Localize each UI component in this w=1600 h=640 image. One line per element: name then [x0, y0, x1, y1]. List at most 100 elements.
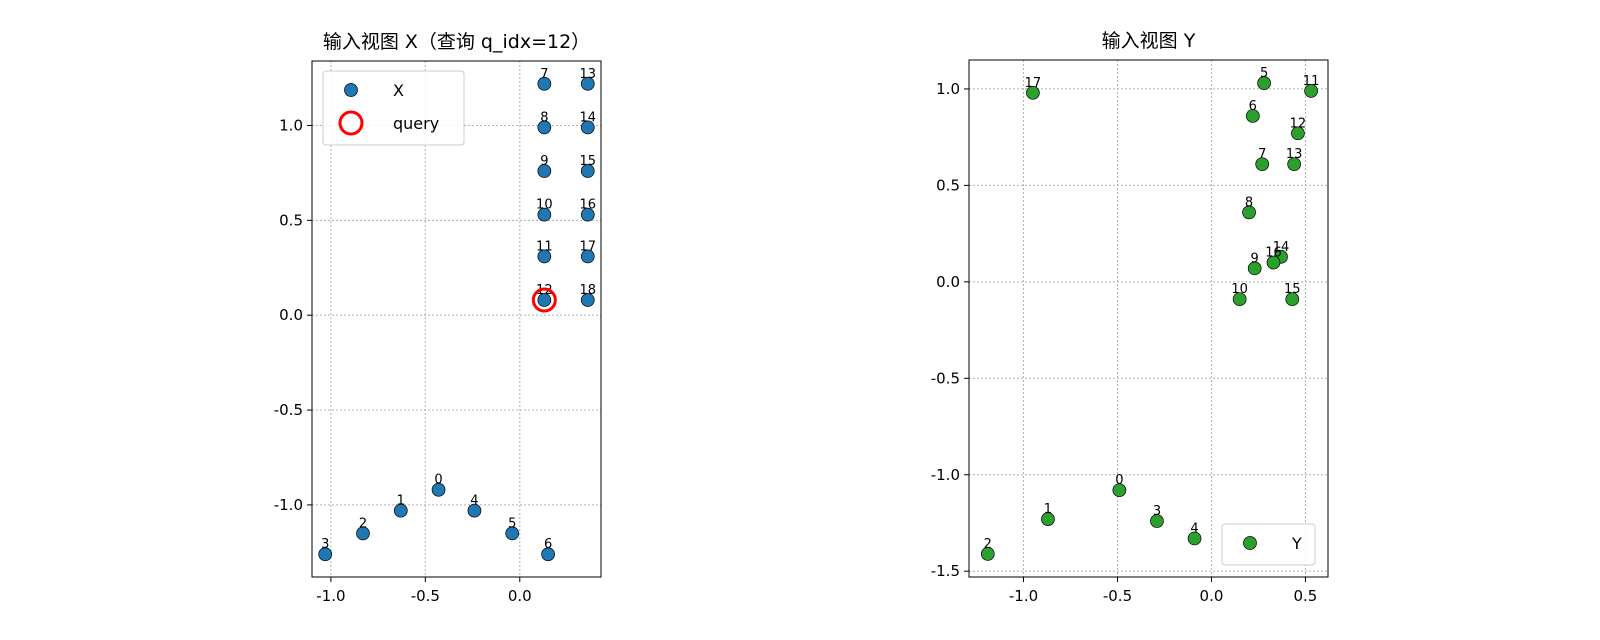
point-label: 7	[540, 67, 548, 82]
point-label: 17	[1025, 76, 1042, 91]
query-marker	[531, 287, 557, 313]
data-point	[431, 482, 446, 497]
y-tick-label: 1.0	[279, 117, 303, 135]
plot-frame	[311, 60, 602, 578]
legend-label: Y	[1291, 534, 1302, 553]
legend-marker-query	[338, 110, 364, 136]
data-point	[1150, 514, 1164, 528]
point-label: 4	[470, 494, 478, 509]
y-tick-label: 0.5	[936, 176, 960, 194]
point-label: 10	[1231, 282, 1248, 297]
data-point	[1291, 126, 1305, 141]
point-label: 0	[1115, 473, 1123, 488]
point-label: 10	[536, 198, 553, 213]
y-tick-label: -0.5	[931, 369, 960, 387]
data-point	[505, 526, 520, 541]
data-point	[467, 503, 482, 518]
x-tick-label: 0.5	[1294, 587, 1318, 605]
x-tick-label: -1.0	[316, 587, 345, 605]
legend: Y	[1221, 523, 1316, 566]
legend-marker	[344, 83, 358, 97]
point-label: 11	[1303, 74, 1320, 89]
data-point	[980, 547, 995, 561]
point-label: 0	[434, 473, 442, 488]
point-label: 13	[580, 67, 597, 82]
point-label: 7	[1258, 147, 1266, 162]
y-tick-label: 0.5	[279, 211, 303, 229]
data-point	[1285, 292, 1300, 307]
point-label: 12	[1290, 116, 1307, 131]
data-point	[1232, 292, 1247, 307]
legend-box	[322, 70, 465, 146]
point-label: 17	[580, 239, 597, 254]
data-point	[1304, 84, 1318, 98]
data-point	[1026, 85, 1040, 100]
point-label: 15	[580, 154, 597, 169]
data-point	[1112, 483, 1127, 498]
point-label: 13	[1286, 147, 1303, 162]
y-tick-label: 1.0	[936, 80, 960, 98]
data-point	[1255, 157, 1270, 172]
data-point	[580, 293, 595, 307]
data-point	[580, 207, 595, 222]
legend-label: query	[393, 114, 439, 133]
point-label: 16	[1265, 246, 1282, 261]
legend-box	[1221, 523, 1316, 566]
y-tick-label: 0.0	[279, 306, 303, 324]
data-point	[580, 120, 595, 135]
x-tick-label: 0.0	[1200, 587, 1224, 605]
y-tick-label: -0.5	[274, 401, 303, 419]
point-label: 18	[580, 283, 597, 298]
y-tick-label: -1.5	[931, 562, 960, 580]
point-label: 2	[359, 516, 367, 531]
data-point	[1187, 531, 1202, 546]
data-point	[537, 120, 552, 135]
point-label: 16	[580, 198, 597, 213]
data-point	[1242, 205, 1256, 220]
y-tick-label: -1.0	[931, 466, 960, 484]
data-point	[537, 76, 552, 91]
point-label: 2	[984, 537, 992, 552]
point-label: 14	[580, 110, 597, 125]
point-label: 4	[1190, 521, 1198, 536]
point-label: 15	[1284, 282, 1301, 297]
chart-view-y: 输入视图 Y -1.0 -0.5 0.0 0.5 -1.5 -1.0 -0.5 0.0 0.5 1.…	[931, 30, 1329, 605]
y-tick-label: -1.0	[274, 496, 303, 514]
point-label: 5	[508, 516, 516, 531]
point-label: 6	[1249, 99, 1257, 114]
data-point	[537, 207, 552, 222]
point-label: 1	[1044, 502, 1052, 517]
data-point	[1266, 255, 1281, 270]
x-tick-label: -0.5	[411, 587, 440, 605]
point-label: 9	[1251, 251, 1259, 266]
point-label: 3	[321, 537, 329, 552]
y-tick-label: 0.0	[936, 273, 960, 291]
data-point	[541, 547, 555, 562]
data-point	[537, 164, 552, 178]
chart-title: 输入视图 X（查询 q_idx=12）	[323, 31, 590, 53]
point-label: 3	[1153, 504, 1161, 519]
point-label: 8	[1245, 195, 1253, 210]
data-point	[318, 547, 333, 562]
point-label: 5	[1260, 66, 1268, 81]
x-tick-label: 0.0	[508, 587, 532, 605]
data-point	[1247, 261, 1262, 276]
data-point	[1257, 76, 1271, 90]
point-label: 9	[540, 154, 548, 169]
data-point	[580, 249, 595, 264]
data-point	[1041, 512, 1055, 526]
point-label: 8	[540, 110, 548, 125]
data-point	[393, 503, 408, 518]
x-tick-label: -1.0	[1009, 587, 1038, 605]
data-point	[537, 293, 552, 307]
point-label: 11	[536, 239, 553, 254]
plot-frame	[968, 59, 1329, 578]
point-label: 6	[544, 537, 552, 552]
legend-label: X	[393, 81, 404, 100]
data-point	[356, 526, 370, 541]
data-point	[1287, 157, 1302, 172]
legend-marker	[1243, 536, 1257, 550]
data-point	[580, 76, 595, 91]
data-point	[1245, 109, 1260, 123]
